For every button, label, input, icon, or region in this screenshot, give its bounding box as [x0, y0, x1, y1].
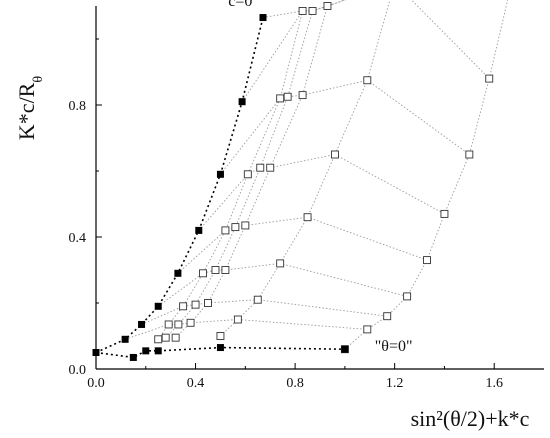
open-square-point	[303, 213, 312, 222]
x-axis-title: sin²(θ/2)+k*c	[411, 406, 530, 431]
data-markers	[92, 2, 494, 361]
open-square-point	[298, 91, 307, 100]
filled-square-point	[92, 349, 100, 356]
grid-row-line-2	[141, 299, 388, 325]
grid-row-line-5	[198, 154, 445, 231]
filled-square-point	[195, 226, 203, 234]
open-square-point	[485, 74, 494, 83]
open-square-point	[298, 6, 307, 15]
open-square-point	[423, 256, 431, 265]
annotation-c0: "c=0"	[222, 0, 259, 10]
open-square-point	[276, 94, 285, 103]
plot-frame	[95, 6, 544, 370]
filled-square-point	[142, 347, 150, 355]
x-tick-label: 1.2	[386, 376, 404, 391]
filled-square-point	[259, 14, 267, 22]
boundary-line-0	[95, 17, 264, 354]
open-square-point	[266, 163, 275, 172]
open-square-point	[323, 2, 332, 10]
open-square-point	[154, 335, 163, 344]
filled-square-point	[216, 170, 224, 178]
grid-row-line-3	[157, 262, 408, 307]
y-tick-label: 0.4	[69, 231, 87, 246]
filled-square-point	[129, 353, 137, 361]
filled-square-point	[138, 320, 146, 328]
open-square-point	[403, 292, 412, 301]
boundary-lines	[95, 17, 345, 359]
open-square-point	[216, 332, 225, 340]
grid-row-line-6	[220, 79, 470, 175]
dotted-grid-lines	[124, 0, 509, 350]
x-tick-label: 0.0	[87, 376, 105, 391]
boundary-line-1	[95, 346, 345, 359]
open-square-point	[383, 312, 392, 321]
open-square-point	[465, 150, 474, 159]
open-square-point	[191, 300, 200, 309]
open-square-point	[211, 266, 220, 274]
open-square-point	[161, 333, 170, 342]
axis-tick-labels: 0.0 0.4 0.8 1.2 1.6 0.0 0.4 0.8	[69, 99, 503, 391]
grid-row-line-7	[241, 0, 490, 102]
open-square-point	[363, 325, 372, 334]
y-axis-title-subscript: θ	[31, 76, 46, 83]
open-square-point	[231, 223, 240, 232]
open-square-point	[283, 92, 292, 101]
filled-square-point	[174, 269, 182, 277]
open-square-point	[233, 315, 242, 324]
y-tick-label: 0.8	[69, 99, 87, 114]
filled-square-point	[238, 98, 246, 106]
open-square-point	[174, 320, 183, 329]
grid-row-line-1	[124, 319, 368, 340]
filled-square-point	[154, 302, 162, 310]
open-square-point	[164, 320, 173, 329]
x-tick-label: 0.4	[187, 376, 205, 391]
open-square-point	[221, 226, 230, 235]
open-square-point	[179, 302, 188, 311]
grid-column-line-0	[157, 10, 304, 340]
open-square-point	[256, 163, 265, 172]
y-axis-title: K*c/Rθ	[14, 76, 46, 140]
annotation-theta0: "θ=0"	[375, 338, 413, 355]
open-square-point	[253, 295, 262, 304]
y-tick-label: 0.0	[69, 363, 87, 378]
open-square-point	[276, 259, 285, 268]
grid-column-line-1	[165, 10, 313, 338]
open-square-point	[204, 299, 212, 307]
open-square-point	[243, 170, 252, 179]
grid-column-line-3	[220, 0, 391, 337]
open-square-point	[363, 76, 372, 85]
open-square-point	[241, 221, 250, 230]
filled-square-point	[154, 347, 162, 355]
grid-column-line-4	[344, 0, 509, 350]
open-square-point	[221, 266, 230, 274]
open-square-point	[330, 150, 339, 159]
x-tick-label: 1.6	[485, 376, 503, 391]
open-square-point	[186, 318, 195, 327]
grid-row-line-4	[177, 216, 428, 274]
filled-square-point	[341, 345, 349, 353]
filled-square-point	[216, 344, 224, 352]
open-square-point	[199, 269, 207, 278]
filled-square-point	[121, 335, 129, 343]
open-square-point	[308, 6, 317, 15]
axis-ticks	[95, 38, 495, 370]
open-square-point	[171, 333, 180, 342]
x-tick-label: 0.8	[286, 376, 304, 391]
y-axis-title-main: K*c/R	[14, 82, 39, 140]
open-square-point	[440, 209, 449, 218]
